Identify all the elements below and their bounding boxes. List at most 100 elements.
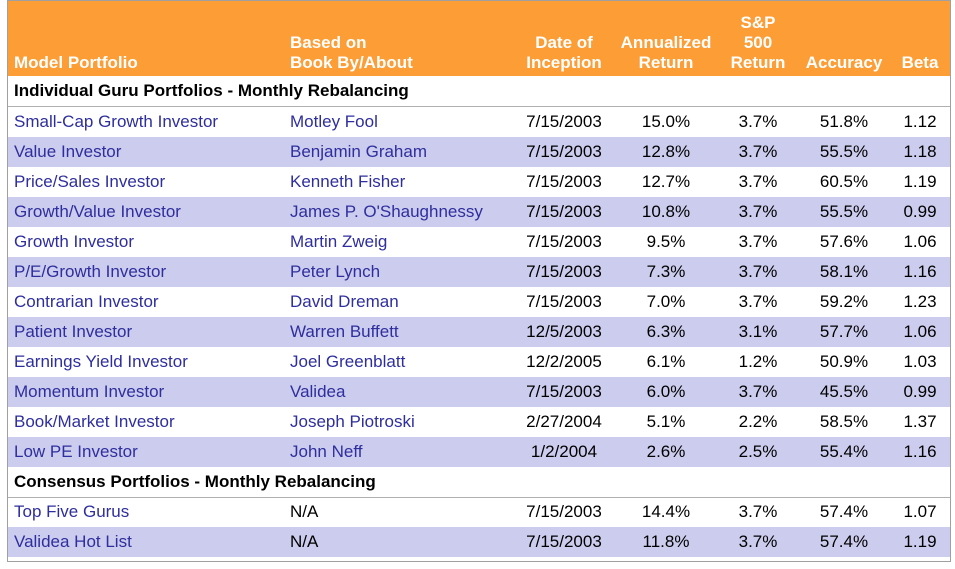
inception-date: 12/5/2003 bbox=[514, 316, 614, 347]
beta-value: 1.12 bbox=[903, 111, 937, 131]
sp500-return: 3.7% bbox=[738, 291, 778, 311]
sp500-return: 3.7% bbox=[718, 196, 798, 227]
inception-date: 2/27/2004 bbox=[526, 411, 602, 431]
portfolio-table: Model Portfolio Based on Book By/About Da… bbox=[8, 1, 950, 557]
portfolio-name-link[interactable]: Validea Hot List bbox=[8, 527, 284, 557]
inception-date: 12/2/2005 bbox=[526, 351, 602, 371]
beta-value: 1.16 bbox=[890, 436, 950, 467]
table-row: Growth Investor Martin Zweig 7/15/2003 9.5%… bbox=[8, 227, 950, 257]
accuracy-value: 55.5% bbox=[798, 136, 890, 167]
header-sp500-return: S&P 500 Return bbox=[718, 1, 798, 76]
author-link[interactable]: Motley Fool bbox=[290, 111, 378, 131]
author-link[interactable]: Kenneth Fisher bbox=[290, 171, 406, 191]
sp500-return: 3.7% bbox=[718, 527, 798, 557]
portfolio-name-link[interactable]: Growth Investor bbox=[14, 231, 134, 251]
author-value: N/A bbox=[290, 502, 319, 522]
beta-value: 1.07 bbox=[903, 502, 937, 522]
table-row: Value Investor Benjamin Graham 7/15/2003 12… bbox=[8, 136, 950, 167]
beta-value: 1.19 bbox=[890, 527, 950, 557]
table-row: Validea Hot List N/A 7/15/2003 11.8% 3.7% 57.… bbox=[8, 527, 950, 557]
sp500-return: 1.2% bbox=[738, 351, 778, 371]
beta-value: 0.99 bbox=[890, 196, 950, 227]
author-link[interactable]: David Dreman bbox=[290, 291, 399, 311]
section-title: Individual Guru Portfolios - Monthly Reb… bbox=[8, 76, 950, 107]
annualized-return: 6.3% bbox=[614, 316, 718, 347]
header-row: Model Portfolio Based on Book By/About Da… bbox=[8, 1, 950, 76]
sp500-return: 3.7% bbox=[738, 171, 778, 191]
portfolio-name-link[interactable]: Low PE Investor bbox=[8, 436, 284, 467]
beta-value: 1.23 bbox=[903, 291, 937, 311]
accuracy-value: 57.7% bbox=[798, 316, 890, 347]
portfolio-name-link[interactable]: Top Five Gurus bbox=[14, 502, 130, 522]
beta-value: 1.06 bbox=[890, 316, 950, 347]
sp500-return: 3.7% bbox=[738, 502, 778, 522]
inception-date: 7/15/2003 bbox=[514, 136, 614, 167]
header-accuracy: Accuracy bbox=[798, 1, 890, 76]
header-annualized-return: Annualized Return bbox=[614, 1, 718, 76]
annualized-return: 12.7% bbox=[641, 171, 691, 191]
author-link[interactable]: Peter Lynch bbox=[284, 256, 514, 287]
annualized-return: 7.3% bbox=[614, 256, 718, 287]
author-link[interactable]: John Neff bbox=[284, 436, 514, 467]
sp500-return: 3.7% bbox=[718, 256, 798, 287]
author-link[interactable]: Joseph Piotroski bbox=[290, 411, 415, 431]
sp500-return: 3.7% bbox=[738, 111, 778, 131]
inception-date: 7/15/2003 bbox=[514, 196, 614, 227]
table-row: Low PE Investor John Neff 1/2/2004 2.6% 2.5%… bbox=[8, 436, 950, 467]
portfolio-name-link[interactable]: Book/Market Investor bbox=[14, 411, 175, 431]
sp500-return: 3.1% bbox=[718, 316, 798, 347]
portfolio-name-link[interactable]: Price/Sales Investor bbox=[14, 171, 166, 191]
table-row: Contrarian Investor David Dreman 7/15/2003… bbox=[8, 287, 950, 317]
annualized-return: 9.5% bbox=[646, 231, 686, 251]
table-row: Momentum Investor Validea 7/15/2003 6.0% 3.7… bbox=[8, 376, 950, 407]
portfolio-name-link[interactable]: Value Investor bbox=[8, 136, 284, 167]
sp500-return: 3.7% bbox=[718, 376, 798, 407]
accuracy-value: 59.2% bbox=[819, 291, 869, 311]
author-link[interactable]: Warren Buffett bbox=[284, 316, 514, 347]
author-link[interactable]: Joel Greenblatt bbox=[290, 351, 406, 371]
author-link[interactable]: Martin Zweig bbox=[290, 231, 388, 251]
inception-date: 1/2/2004 bbox=[514, 436, 614, 467]
inception-date: 7/15/2003 bbox=[514, 376, 614, 407]
author-link[interactable]: Benjamin Graham bbox=[284, 136, 514, 167]
table-row: Price/Sales Investor Kenneth Fisher 7/15/2… bbox=[8, 167, 950, 197]
table-row: Growth/Value Investor James P. O'Shaughne… bbox=[8, 196, 950, 227]
portfolio-name-link[interactable]: Momentum Investor bbox=[8, 376, 284, 407]
section-header-row: Individual Guru Portfolios - Monthly Reb… bbox=[8, 76, 950, 107]
accuracy-value: 57.4% bbox=[798, 527, 890, 557]
table-row: Patient Investor Warren Buffett 12/5/2003 6… bbox=[8, 316, 950, 347]
portfolio-name-link[interactable]: Small-Cap Growth Investor bbox=[14, 111, 219, 131]
sp500-return: 3.7% bbox=[738, 231, 778, 251]
annualized-return: 10.8% bbox=[614, 196, 718, 227]
portfolio-name-link[interactable]: Growth/Value Investor bbox=[8, 196, 284, 227]
table-row: Small-Cap Growth Investor Motley Fool 7/15… bbox=[8, 107, 950, 137]
inception-date: 7/15/2003 bbox=[514, 256, 614, 287]
portfolio-name-link[interactable]: P/E/Growth Investor bbox=[8, 256, 284, 287]
table-row: P/E/Growth Investor Peter Lynch 7/15/2003 7… bbox=[8, 256, 950, 287]
section-header-row: Consensus Portfolios - Monthly Rebalanci… bbox=[8, 466, 950, 498]
annualized-return: 11.8% bbox=[614, 527, 718, 557]
portfolio-name-link[interactable]: Patient Investor bbox=[8, 316, 284, 347]
table-body: Individual Guru Portfolios - Monthly Reb… bbox=[8, 76, 950, 557]
accuracy-value: 58.1% bbox=[798, 256, 890, 287]
accuracy-value: 57.6% bbox=[819, 231, 869, 251]
portfolio-name-link[interactable]: Contrarian Investor bbox=[14, 291, 159, 311]
accuracy-value: 50.9% bbox=[819, 351, 869, 371]
header-model-portfolio: Model Portfolio bbox=[8, 1, 284, 76]
sp500-return: 2.2% bbox=[738, 411, 778, 431]
author-link[interactable]: James P. O'Shaughnessy bbox=[284, 196, 514, 227]
beta-value: 0.99 bbox=[890, 376, 950, 407]
inception-date: 7/15/2003 bbox=[526, 291, 602, 311]
sp500-return: 3.7% bbox=[718, 136, 798, 167]
section-title: Consensus Portfolios - Monthly Rebalanci… bbox=[8, 466, 950, 498]
beta-value: 1.06 bbox=[903, 231, 937, 251]
inception-date: 7/15/2003 bbox=[526, 171, 602, 191]
author-link[interactable]: Validea bbox=[284, 376, 514, 407]
annualized-return: 7.0% bbox=[646, 291, 686, 311]
accuracy-value: 55.5% bbox=[798, 196, 890, 227]
portfolio-table-container: Model Portfolio Based on Book By/About Da… bbox=[7, 0, 951, 562]
table-row: Top Five Gurus N/A 7/15/2003 14.4% 3.7% 57.4%… bbox=[8, 497, 950, 527]
table-row: Earnings Yield Investor Joel Greenblatt 12… bbox=[8, 347, 950, 377]
portfolio-name-link[interactable]: Earnings Yield Investor bbox=[14, 351, 188, 371]
header-beta: Beta bbox=[890, 1, 950, 76]
